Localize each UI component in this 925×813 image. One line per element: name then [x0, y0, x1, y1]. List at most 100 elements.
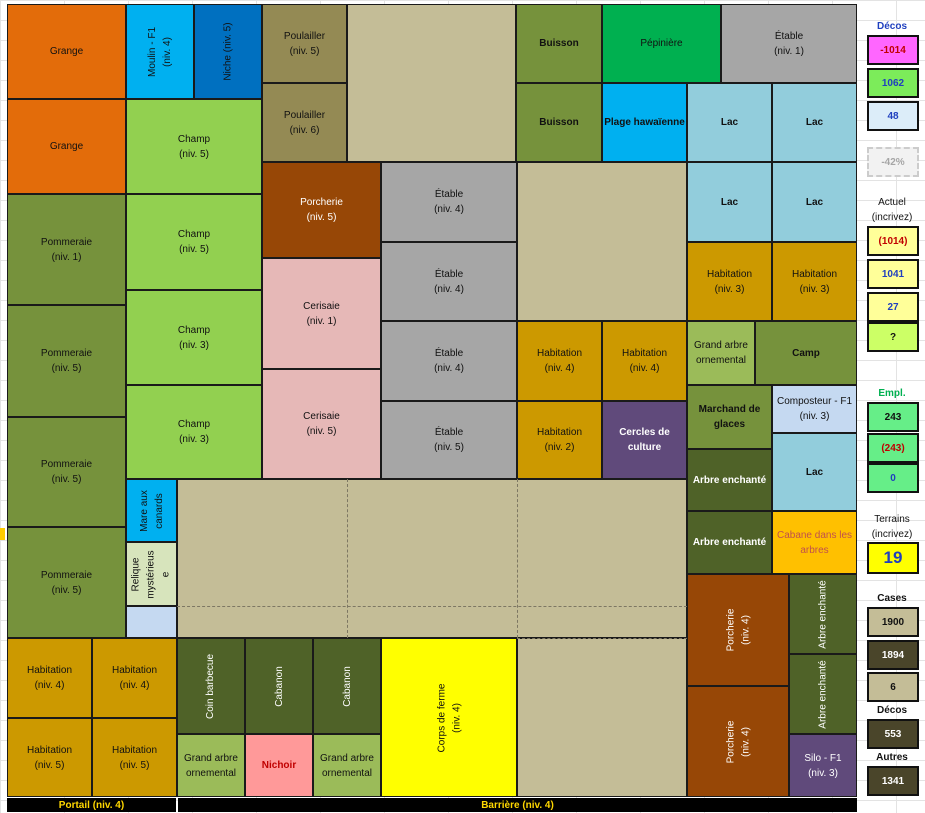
- tile-cerisaie[interactable]: Cerisaie (niv. 1): [262, 258, 381, 369]
- tile-pommeraie[interactable]: Pommeraie (niv. 1): [7, 194, 126, 305]
- guide-line: [347, 479, 348, 638]
- tile-lac[interactable]: Lac: [687, 162, 772, 242]
- tile-silo[interactable]: Silo - F1 (niv. 3): [789, 734, 857, 797]
- tile-mare-aux-canards[interactable]: Mare aux canards: [126, 479, 177, 542]
- tile-lac[interactable]: Lac: [772, 83, 857, 162]
- tile-label: Buisson: [539, 38, 579, 49]
- tile-etable[interactable]: Étable (niv. 4): [381, 162, 517, 242]
- tile-label: Pommeraie (niv. 5): [40, 348, 93, 374]
- tile-label: Étable (niv. 1): [774, 30, 804, 57]
- tile-grange[interactable]: Grange: [7, 4, 126, 99]
- tile-etable[interactable]: Étable (niv. 4): [381, 242, 517, 321]
- tile-champ[interactable]: Champ (niv. 3): [126, 290, 262, 385]
- tile-cabanon[interactable]: Cabanon: [313, 638, 381, 734]
- tile-habitation[interactable]: Habitation (niv. 4): [92, 638, 177, 718]
- tile-cercles-de-culture[interactable]: Cercles de culture: [602, 401, 687, 479]
- tile-etable[interactable]: Étable (niv. 1): [721, 4, 857, 83]
- tile-arbre-enchante[interactable]: Arbre enchanté: [789, 654, 857, 734]
- actuel-value-4[interactable]: ?: [867, 322, 919, 352]
- tile-habitation[interactable]: Habitation (niv. 5): [92, 718, 177, 797]
- tile-pommeraie[interactable]: Pommeraie (niv. 5): [7, 417, 126, 527]
- tile-relique-mysterieuse[interactable]: Relique mystérieus e: [126, 542, 177, 606]
- empl-value-2: (243): [867, 433, 919, 463]
- tile-habitation[interactable]: Habitation (niv. 3): [772, 242, 857, 321]
- tile-composteur[interactable]: Composteur - F1 (niv. 3): [772, 385, 857, 433]
- tile-buisson[interactable]: Buisson: [516, 4, 602, 83]
- tile-grand-arbre[interactable]: Grand arbre ornemental: [177, 734, 245, 797]
- tile-lac[interactable]: Lac: [687, 83, 772, 162]
- tile-label: Étable (niv. 4): [434, 189, 464, 215]
- barriere-bar[interactable]: Barrière (niv. 4): [178, 798, 857, 812]
- tile-pommeraie[interactable]: Pommeraie (niv. 5): [7, 527, 126, 638]
- tile-habitation[interactable]: Habitation (niv. 3): [687, 242, 772, 321]
- tile-label: Lac: [720, 196, 739, 208]
- tile-label: Cabanon: [273, 665, 285, 707]
- tile-champ[interactable]: Champ (niv. 5): [126, 194, 262, 290]
- tile-label: Arbre enchanté: [692, 474, 767, 486]
- tile-plage-hawaienne[interactable]: Plage hawaïenne: [602, 83, 687, 162]
- tile-label: Silo - F1 (niv. 3): [804, 752, 842, 779]
- decos-title: Décos: [876, 21, 907, 32]
- tile-label: Lac: [805, 196, 824, 208]
- tile-lac[interactable]: Lac: [772, 162, 857, 242]
- terrains-value[interactable]: 19: [867, 542, 919, 574]
- empl-value-1: 243: [867, 402, 919, 432]
- tile-label: Cerisaie (niv. 5): [303, 411, 340, 437]
- tile-porcherie[interactable]: Porcherie (niv. 5): [262, 162, 381, 258]
- tile-label: Composteur - F1 (niv. 3): [776, 396, 853, 422]
- tile-label: Habitation (niv. 4): [536, 348, 583, 374]
- tile-pepiniere[interactable]: Pépinière: [602, 4, 721, 83]
- actuel-value-1[interactable]: (1014): [867, 226, 919, 256]
- tile-moulin[interactable]: Moulin - F1 (niv. 4): [126, 4, 194, 99]
- tile-label: Pépinière: [640, 38, 683, 49]
- tile-arbre-enchante[interactable]: Arbre enchanté: [687, 449, 772, 511]
- tile-habitation[interactable]: Habitation (niv. 4): [517, 321, 602, 401]
- tile-cabane-dans-les-arbres[interactable]: Cabane dans les arbres: [772, 511, 857, 574]
- tile-buisson[interactable]: Buisson: [516, 83, 602, 162]
- tile-poulailler[interactable]: Poulailler (niv. 5): [262, 4, 347, 83]
- actuel-value-2[interactable]: 1041: [867, 259, 919, 289]
- empl-title: Empl.: [878, 388, 906, 399]
- tile-arbre-enchante[interactable]: Arbre enchanté: [789, 574, 857, 654]
- tile-marchand-de-glaces[interactable]: Marchand de glaces: [687, 385, 772, 449]
- tile-poulailler[interactable]: Poulailler (niv. 6): [262, 83, 347, 162]
- actuel-value-3[interactable]: 27: [867, 292, 919, 322]
- tile-habitation[interactable]: Habitation (niv. 2): [517, 401, 602, 479]
- tile-coin-barbecue[interactable]: Coin barbecue: [177, 638, 245, 734]
- tile-etable[interactable]: Étable (niv. 5): [381, 401, 517, 479]
- tile-champ[interactable]: Champ (niv. 3): [126, 385, 262, 479]
- tile-label: Camp: [792, 347, 820, 359]
- tile-porcherie[interactable]: Porcherie (niv. 4): [687, 574, 789, 686]
- cases-value-1: 1900: [867, 607, 919, 637]
- tile-arbre-enchante[interactable]: Arbre enchanté: [687, 511, 772, 574]
- tile-lac[interactable]: Lac: [772, 433, 857, 511]
- tile-grange[interactable]: Grange: [7, 99, 126, 194]
- tile-label: Relique mystérieus e: [130, 549, 172, 599]
- tile-pommeraie[interactable]: Pommeraie (niv. 5): [7, 305, 126, 417]
- tile-porcherie[interactable]: Porcherie (niv. 4): [687, 686, 789, 797]
- tile-label: Poulailler (niv. 5): [283, 30, 326, 57]
- tile-label: Habitation (niv. 4): [26, 665, 73, 691]
- empty-area: [347, 4, 516, 162]
- tile-label: Grange: [49, 141, 84, 152]
- tile-camp[interactable]: Camp: [755, 321, 857, 385]
- tile-label: Habitation (niv. 3): [791, 268, 838, 295]
- tile-label: Habitation (niv. 5): [111, 744, 158, 771]
- tile-niche[interactable]: Niche (niv. 5): [194, 4, 262, 99]
- tile-habitation[interactable]: Habitation (niv. 5): [7, 718, 92, 797]
- portail-bar[interactable]: Portail (niv. 4): [7, 798, 176, 812]
- tile-etable[interactable]: Étable (niv. 4): [381, 321, 517, 401]
- tile-grand-arbre[interactable]: Grand arbre ornemental: [313, 734, 381, 797]
- tile-cerisaie[interactable]: Cerisaie (niv. 5): [262, 369, 381, 479]
- tile-label: Lac: [805, 117, 824, 128]
- tile-label: Étable (niv. 4): [434, 268, 464, 295]
- tile-label: Arbre enchanté: [817, 579, 829, 649]
- tile-habitation[interactable]: Habitation (niv. 4): [7, 638, 92, 718]
- tile-habitation[interactable]: Habitation (niv. 4): [602, 321, 687, 401]
- tile-cabanon[interactable]: Cabanon: [245, 638, 313, 734]
- tile-corps-de-ferme[interactable]: Corps de ferme (niv. 4): [381, 638, 517, 797]
- tile-nichoir[interactable]: Nichoir: [245, 734, 313, 797]
- tile-grand-arbre[interactable]: Grand arbre ornemental: [687, 321, 755, 385]
- tile-champ[interactable]: Champ (niv. 5): [126, 99, 262, 194]
- decos-value-3: 48: [867, 101, 919, 131]
